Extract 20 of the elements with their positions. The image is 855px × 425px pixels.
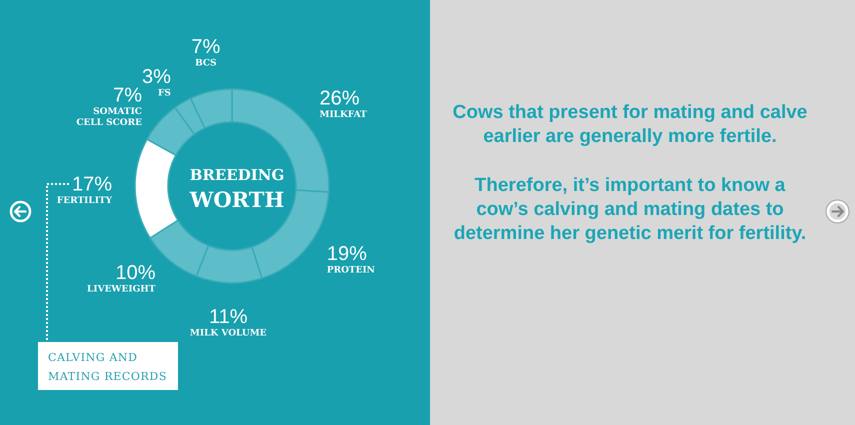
data-label: 19%	[326, 243, 368, 266]
data-label: 17%	[72, 173, 112, 196]
slice-label: FERTILITY	[56, 196, 113, 206]
slice-label: MILK VOLUME	[190, 328, 267, 338]
data-label: 3%	[142, 66, 172, 88]
data-label: 11%	[208, 306, 248, 328]
text: CALVING AND MATING RECORDS	[38, 342, 178, 390]
data-label: 26%	[319, 87, 360, 110]
slice-label: FS	[158, 88, 171, 99]
slice-label: LIVEWEIGHT	[87, 284, 156, 294]
slice-label: MILKFAT	[319, 110, 368, 120]
data-label: 10%	[115, 262, 156, 284]
slice-label: SOMATIC CELL SCORE	[76, 107, 142, 128]
data-label: 7%	[113, 84, 142, 107]
text: Therefore, it’s important to know a cow’s calving and mating dates to determine her genetic merit for fertility.	[452, 174, 808, 246]
text: BREEDING WORTH	[188, 166, 284, 212]
data-label: 7%	[191, 36, 220, 58]
text: Cows that present for mating and calve earlier are generally more fertile.	[452, 101, 808, 149]
slice-label: BCS	[195, 58, 217, 68]
slice-label: PROTEIN	[326, 266, 375, 276]
